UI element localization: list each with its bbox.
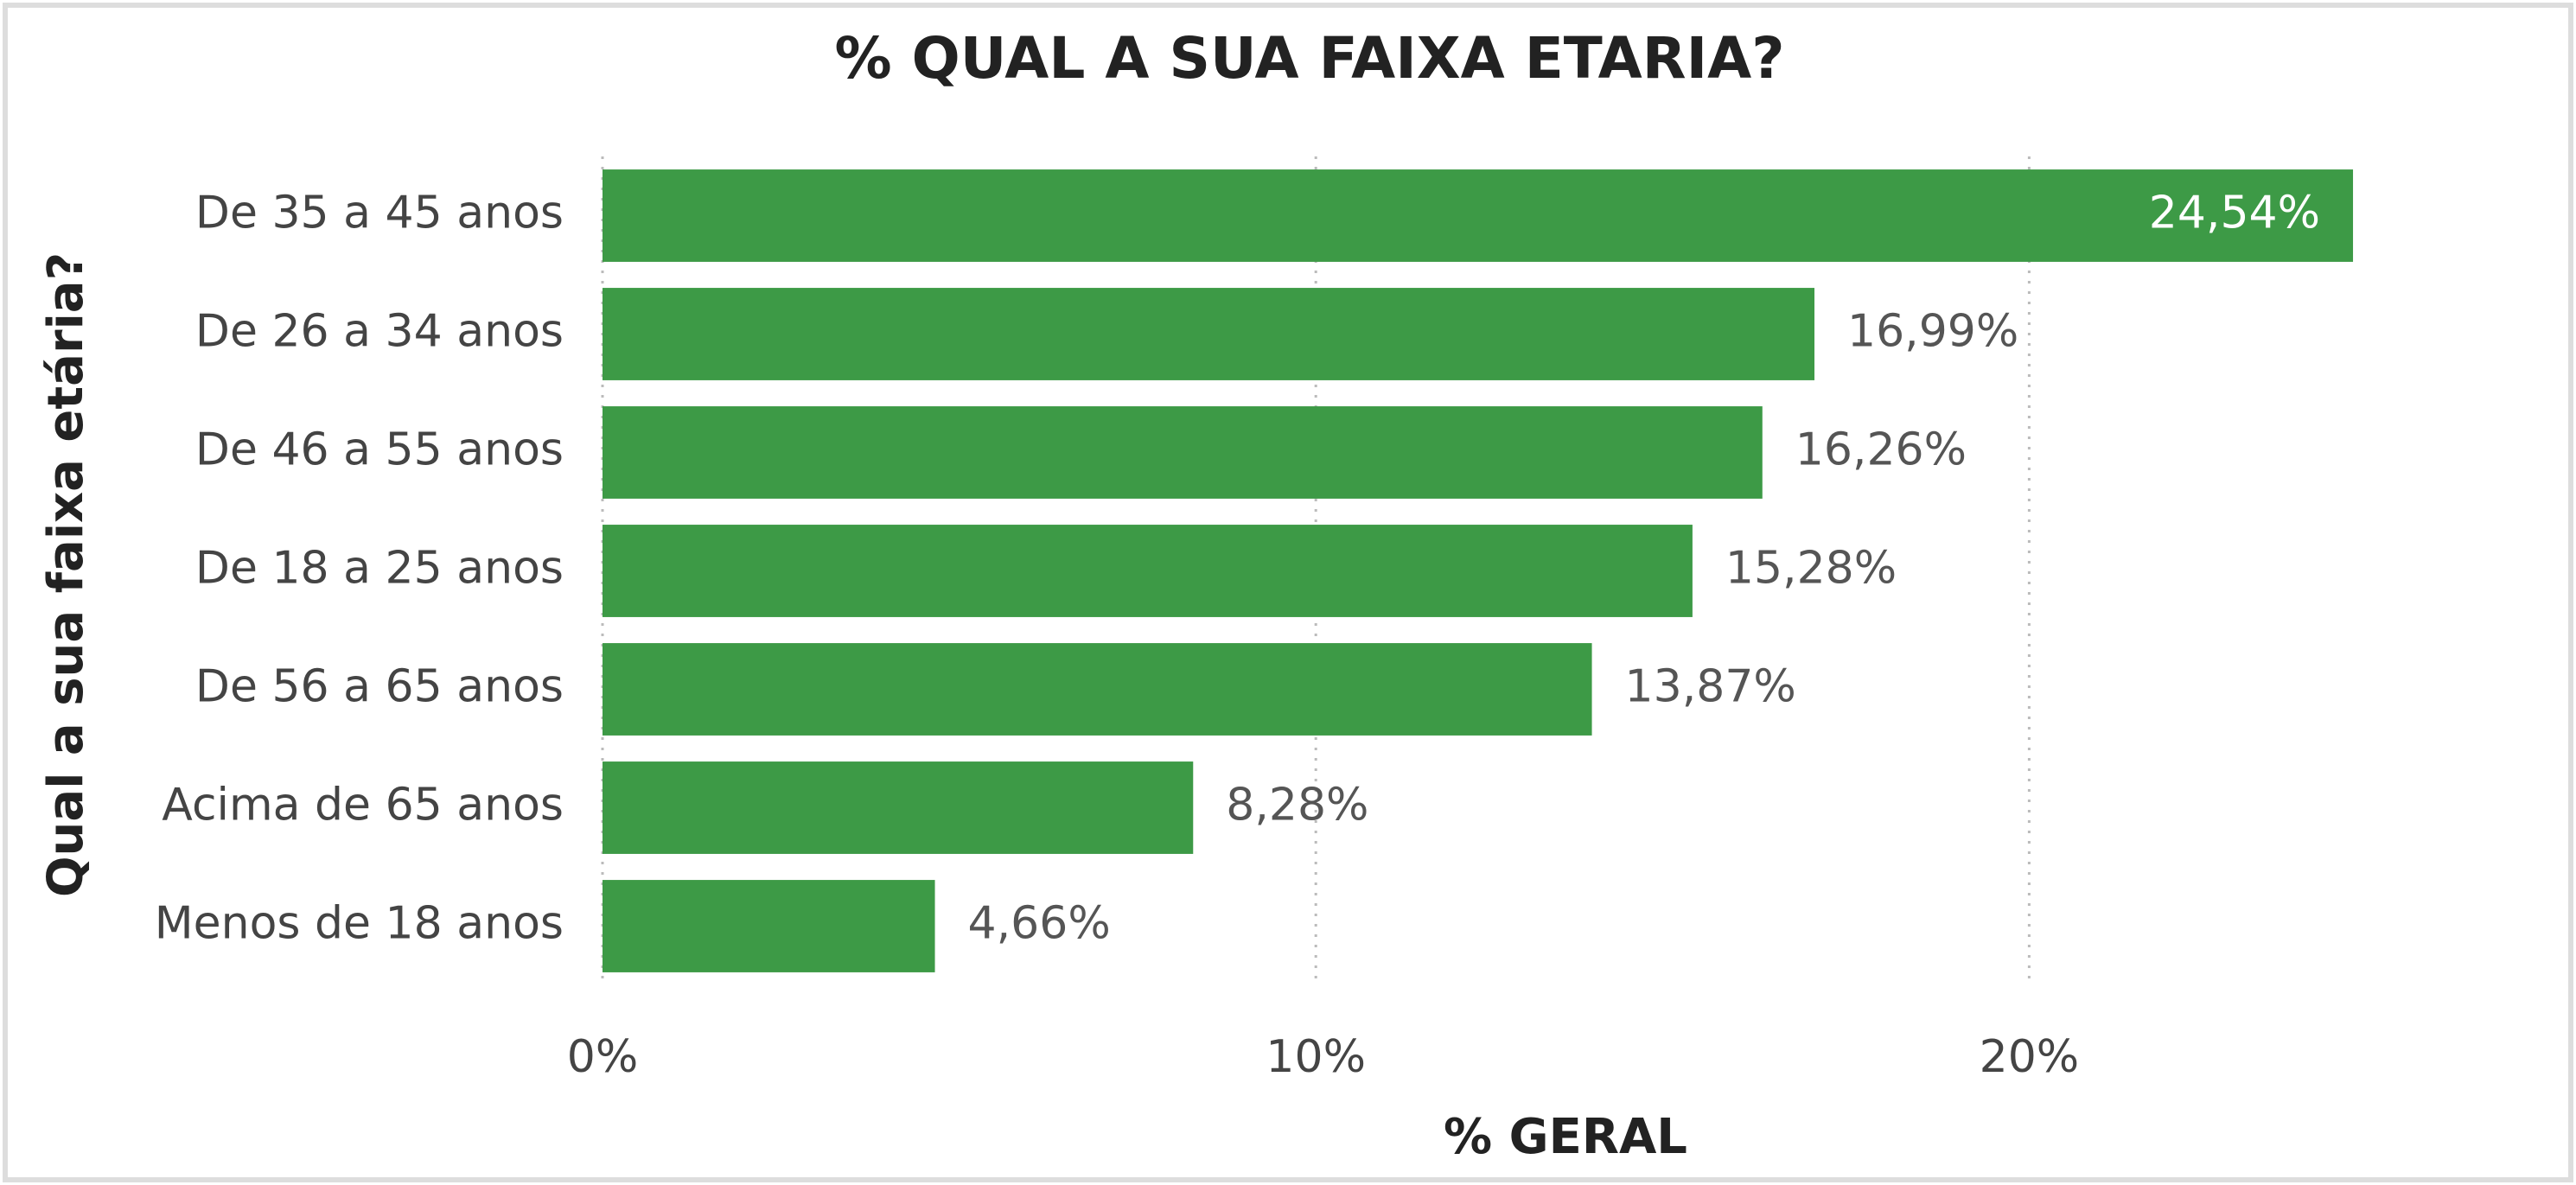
y-tick-label: De 56 a 65 anos	[195, 661, 564, 713]
value-label: 16,26%	[1795, 424, 1967, 476]
value-label: 15,28%	[1725, 543, 1897, 595]
x-axis-title: % GERAL	[1444, 1109, 1687, 1165]
value-label: 24,54%	[2149, 188, 2320, 239]
y-tick-label: De 35 a 45 anos	[195, 188, 564, 239]
value-label: 16,99%	[1847, 306, 2018, 358]
y-tick-label: Menos de 18 anos	[155, 898, 564, 950]
value-label: 13,87%	[1625, 661, 1796, 713]
bar	[603, 643, 1592, 736]
y-tick-label: De 18 a 25 anos	[195, 543, 564, 595]
bar	[603, 525, 1693, 617]
y-tick-label: Acima de 65 anos	[162, 780, 564, 831]
value-label: 4,66%	[968, 898, 1111, 950]
value-label: 8,28%	[1226, 780, 1368, 831]
y-tick-label: De 26 a 34 anos	[195, 306, 564, 358]
bar	[603, 288, 1815, 380]
bar	[603, 169, 2354, 262]
bar	[603, 406, 1763, 499]
chart-title: % QUAL A SUA FAIXA ETARIA?	[835, 25, 1785, 92]
bar	[603, 880, 935, 972]
x-tick-label: 10%	[1266, 1031, 1366, 1083]
x-tick-label: 20%	[1980, 1031, 2080, 1083]
x-tick-label: 0%	[567, 1031, 639, 1083]
y-axis-title: Qual a sua faixa etária?	[38, 252, 94, 897]
bar	[603, 761, 1194, 854]
y-tick-label: De 46 a 55 anos	[195, 424, 564, 476]
